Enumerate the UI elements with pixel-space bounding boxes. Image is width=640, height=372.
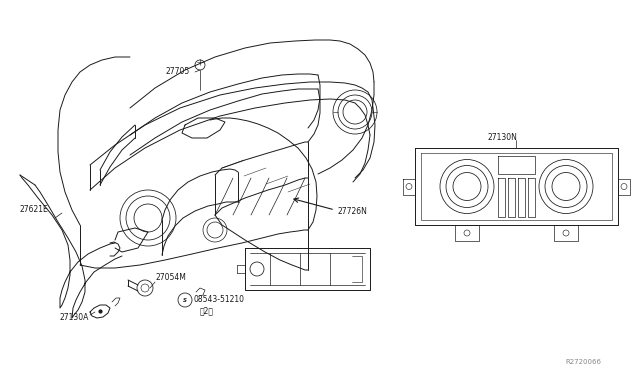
Text: R2720066: R2720066 — [565, 359, 601, 365]
Text: 27726N: 27726N — [338, 208, 368, 217]
Text: 27130A: 27130A — [60, 314, 90, 323]
Text: 08543-51210: 08543-51210 — [194, 295, 245, 305]
Text: 27705: 27705 — [165, 67, 189, 77]
Text: 27130N: 27130N — [488, 134, 518, 142]
Text: 27621E: 27621E — [20, 205, 49, 215]
Text: S: S — [183, 298, 187, 302]
Text: （2）: （2） — [200, 307, 214, 315]
Text: 27054M: 27054M — [155, 273, 186, 282]
